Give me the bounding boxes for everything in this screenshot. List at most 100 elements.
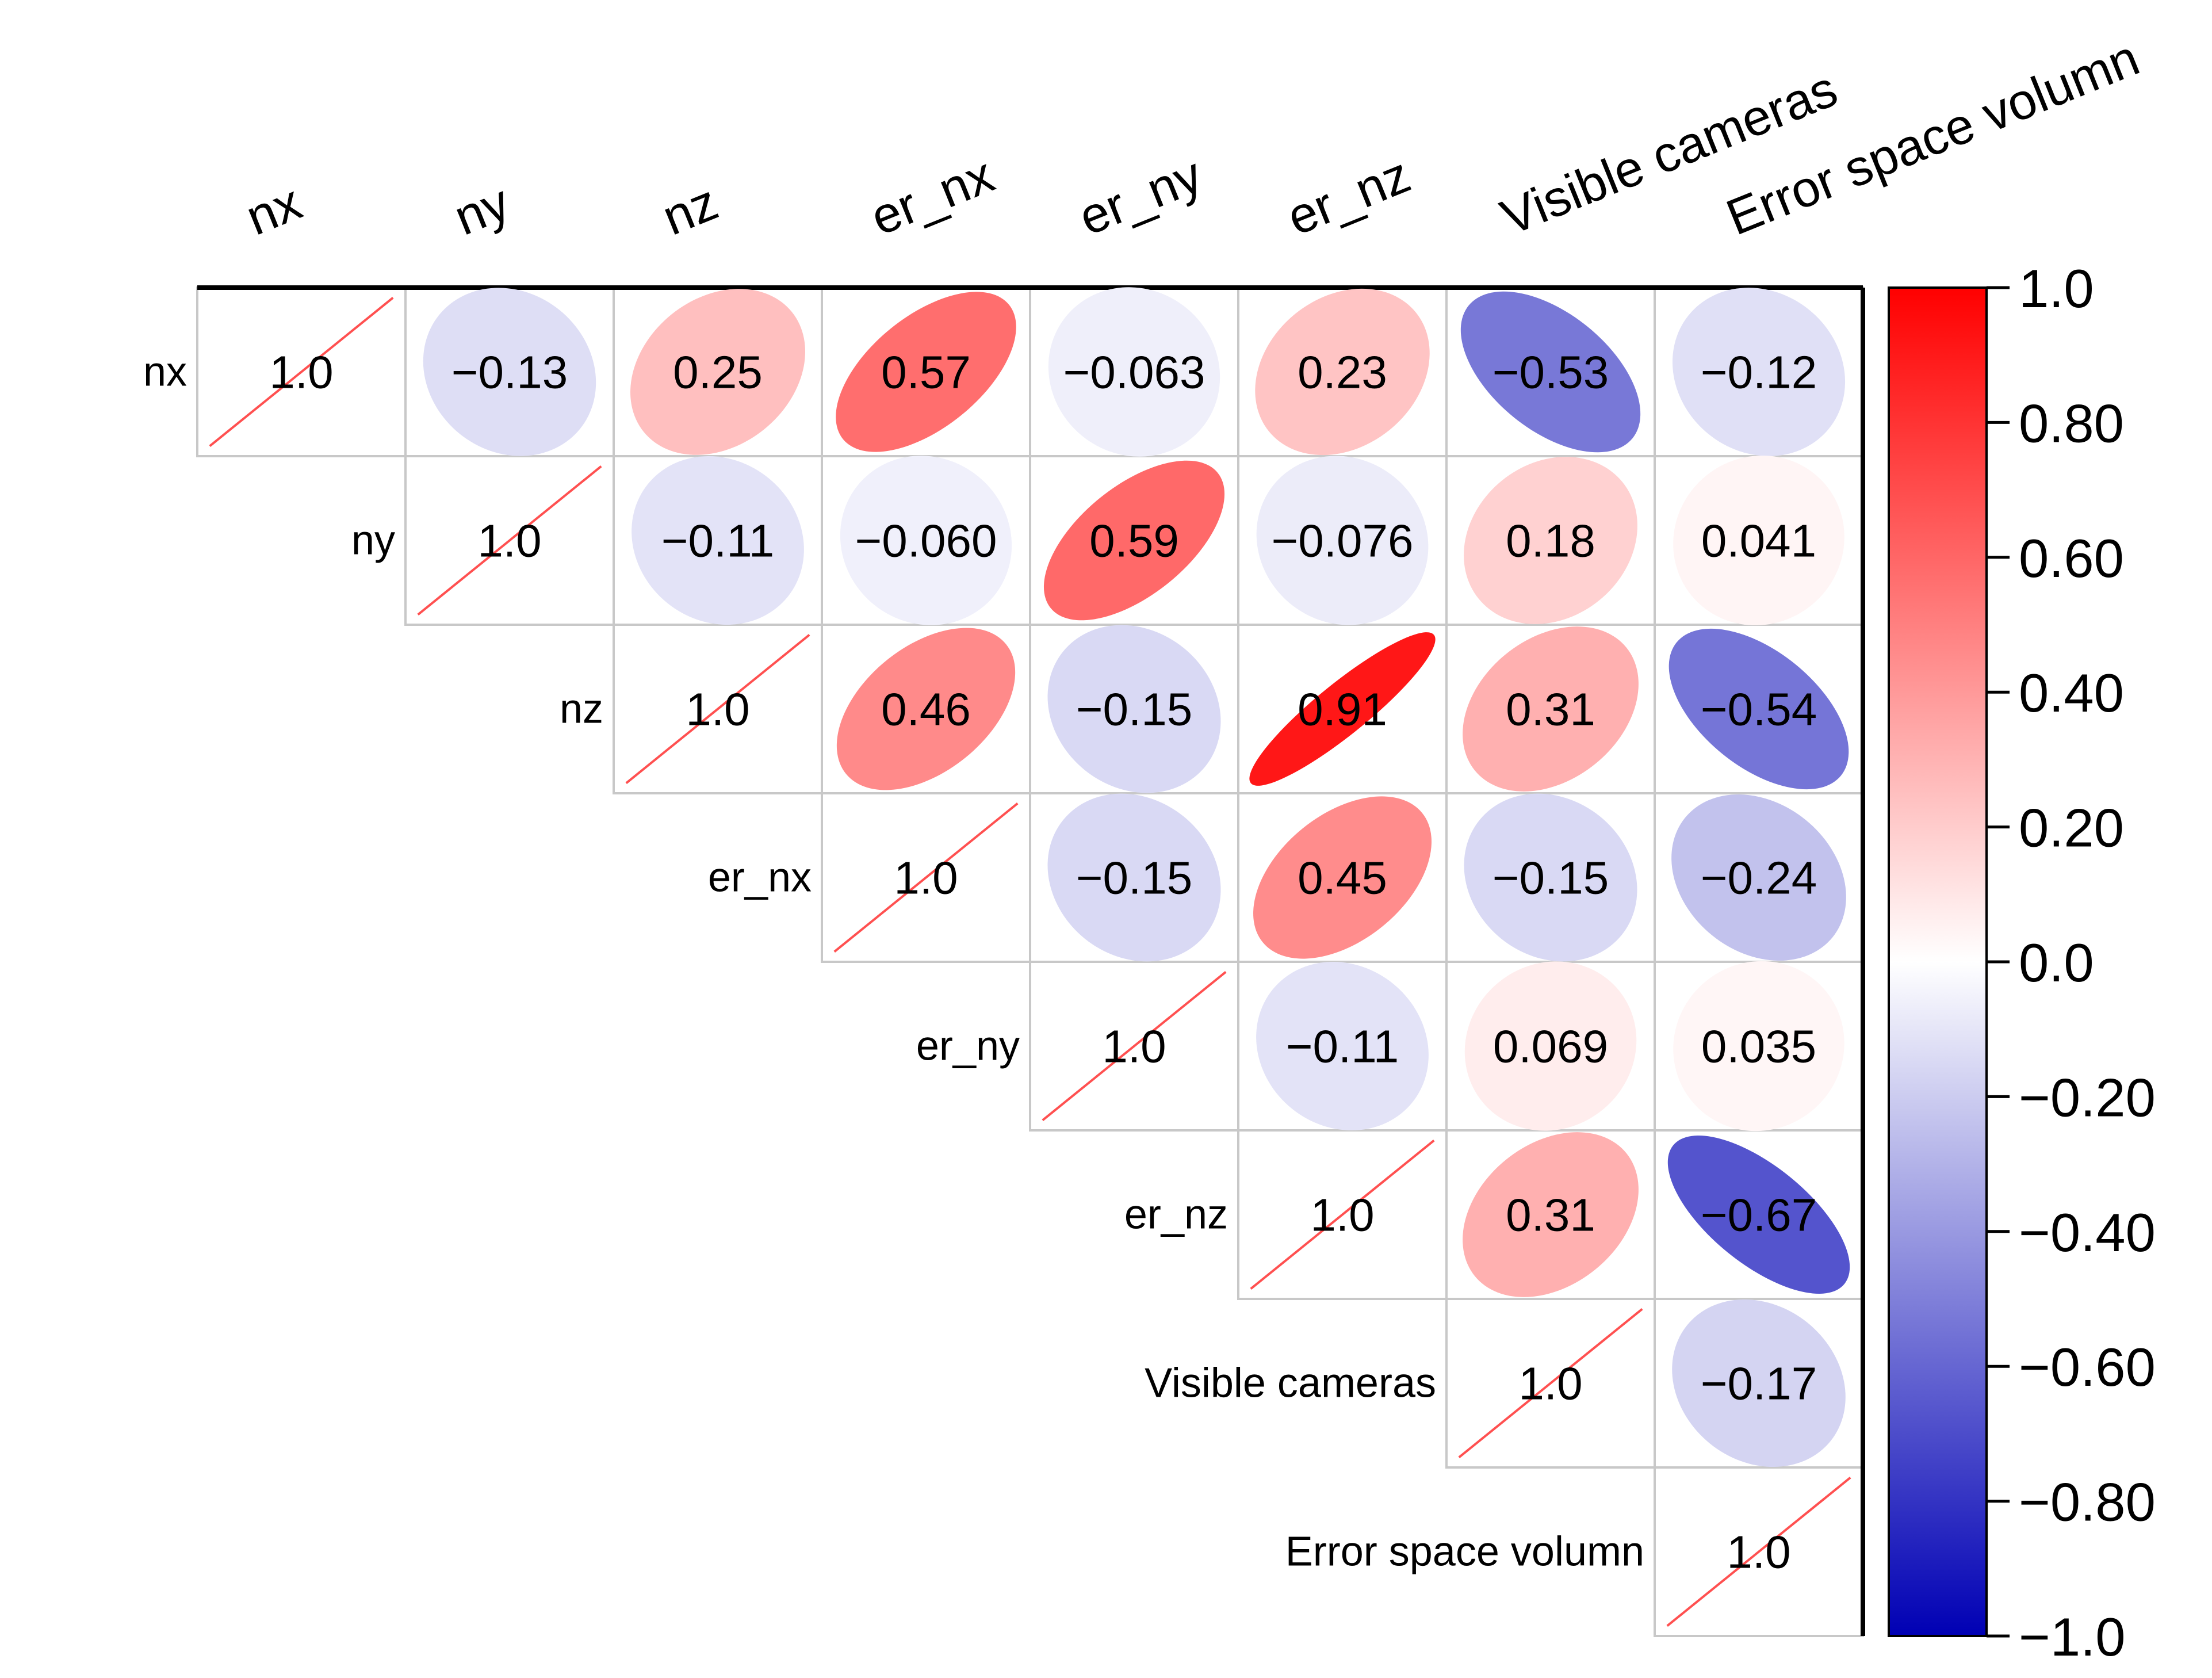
value-label: 0.069: [1493, 1021, 1608, 1072]
ellipse-mark: [1256, 456, 1429, 625]
row-label: er_nx: [708, 855, 812, 901]
diagonal-line: [833, 802, 1019, 953]
value-label: 0.59: [1089, 515, 1179, 567]
ellipse-mark: [1255, 288, 1430, 456]
ellipse-mark: [1047, 793, 1221, 962]
column-label: nx: [238, 173, 309, 246]
cell-nx-nz: 0.25: [630, 289, 806, 455]
value-label: 0.041: [1701, 515, 1816, 567]
value-label: −0.076: [1272, 515, 1414, 567]
value-label: −0.24: [1701, 853, 1817, 904]
cell-visible-cameras-visible-cameras: 1.0: [1458, 1308, 1643, 1458]
ellipse-mark: [1256, 962, 1429, 1130]
value-label: −0.12: [1701, 347, 1817, 398]
value-label: 0.57: [881, 347, 971, 398]
cell-ny-er_nz: −0.076: [1256, 456, 1429, 625]
cell-nx-er_ny: −0.063: [1048, 287, 1220, 457]
value-label: 1.0: [477, 515, 541, 567]
value-label: −0.15: [1076, 684, 1192, 735]
row-label: nx: [143, 349, 187, 395]
value-label: 1.0: [1727, 1527, 1790, 1578]
diagonal-line: [1250, 1140, 1435, 1290]
ellipse-mark: [1668, 628, 1849, 790]
ellipse-mark: [1043, 460, 1225, 621]
cell-er_nz-er_nz: 1.0: [1250, 1140, 1435, 1290]
ellipse-mark: [1667, 1136, 1850, 1294]
cell-ny-ny: 1.0: [417, 465, 602, 616]
value-label: 0.23: [1298, 347, 1387, 398]
cell-ny-er_nx: −0.060: [840, 456, 1012, 625]
value-label: −0.15: [1076, 853, 1192, 904]
row-label: er_nz: [1124, 1192, 1228, 1238]
cell-error-space-volumn-error-space-volumn: 1.0: [1666, 1477, 1851, 1627]
ellipse-mark: [1673, 455, 1844, 626]
cell-ny-nz: −0.11: [632, 456, 804, 625]
value-label: 0.18: [1506, 515, 1595, 567]
diagonal-line: [1042, 971, 1227, 1121]
value-label: 0.31: [1506, 684, 1595, 735]
ellipse-mark: [1464, 961, 1637, 1131]
column-label: nz: [655, 173, 725, 246]
cell-er_ny-er_nz: −0.11: [1256, 962, 1429, 1130]
colorbar: 1.0 0.80 0.60 0.40 0.20 0.0 −0.20 −0.40 −0.60 −0.…: [1888, 258, 2156, 1667]
cell-er_nx-er_nz: 0.45: [1253, 796, 1432, 959]
cell-er_ny-error-space-volumn: 0.035: [1673, 961, 1844, 1132]
value-label: −0.11: [1286, 1021, 1399, 1072]
cell-er_nx-visible-cameras: −0.15: [1464, 793, 1637, 962]
colorbar-tick-label: −0.60: [2019, 1337, 2156, 1397]
value-label: −0.13: [451, 347, 568, 398]
value-label: 1.0: [1310, 1190, 1374, 1241]
value-label: 1.0: [1518, 1358, 1582, 1409]
row-label: Error space volumn: [1285, 1529, 1644, 1575]
ellipse-mark: [1673, 961, 1844, 1132]
colorbar-tick-label: 1.0: [2019, 258, 2094, 319]
ellipse-mark: [836, 628, 1016, 790]
cell-er_nx-er_ny: −0.15: [1047, 793, 1221, 962]
ellipse-mark: [1463, 1132, 1639, 1297]
cell-ny-visible-cameras: 0.18: [1464, 457, 1637, 624]
ellipse-mark: [1249, 632, 1436, 786]
column-label: er_ny: [1071, 146, 1210, 246]
column-labels: nx ny nz er_nx er_ny er_nz Visible camerasErro…: [238, 29, 2146, 246]
ellipse-mark: [840, 456, 1012, 625]
value-label: 1.0: [894, 853, 958, 904]
cell-er_nx-error-space-volumn: −0.24: [1671, 794, 1846, 961]
value-label: 0.45: [1298, 853, 1387, 904]
cell-nz-visible-cameras: 0.31: [1463, 626, 1639, 792]
ellipse-mark: [1460, 291, 1641, 453]
ellipse-mark: [1671, 794, 1846, 961]
value-label: −0.54: [1701, 684, 1817, 735]
value-label: 0.035: [1701, 1021, 1816, 1072]
cell-er_nz-visible-cameras: 0.31: [1463, 1132, 1639, 1297]
row-label: Visible cameras: [1145, 1360, 1436, 1406]
column-label: er_nx: [863, 146, 1001, 246]
row-label: er_ny: [916, 1023, 1020, 1069]
colorbar-tick-label: −0.40: [2019, 1202, 2156, 1263]
ellipse-mark: [632, 456, 804, 625]
diagonal-line: [1458, 1308, 1643, 1458]
cell-er_ny-er_ny: 1.0: [1042, 971, 1227, 1121]
cell-er_ny-visible-cameras: 0.069: [1464, 961, 1637, 1131]
ellipse-mark: [1047, 625, 1221, 793]
row-label: nz: [560, 686, 603, 732]
cell-visible-cameras-error-space-volumn: −0.17: [1672, 1299, 1846, 1467]
ellipse-mark: [1672, 1299, 1846, 1467]
row-labels: nx ny nz er_nx er_ny er_nz Visible cameras Erro…: [143, 349, 1644, 1575]
value-label: −0.17: [1701, 1358, 1817, 1409]
value-label: −0.15: [1492, 853, 1609, 904]
cell-ny-er_ny: 0.59: [1043, 460, 1225, 621]
colorbar-tick-label: 0.20: [2019, 798, 2124, 858]
value-label: 1.0: [269, 347, 333, 398]
row-label: ny: [351, 518, 395, 564]
colorbar-tick-label: −0.80: [2019, 1472, 2156, 1532]
cell-nz-error-space-volumn: −0.54: [1668, 628, 1849, 790]
cell-nz-nz: 1.0: [625, 634, 810, 784]
colorbar-tick-label: 0.40: [2019, 663, 2124, 723]
cell-nx-er_nz: 0.23: [1255, 288, 1430, 456]
ellipse-mark: [1464, 457, 1637, 624]
ellipse-mark: [423, 288, 596, 456]
cell-nx-error-space-volumn: −0.12: [1672, 288, 1846, 456]
ellipse-mark: [630, 289, 806, 455]
colorbar-gradient: [1888, 286, 1988, 1637]
